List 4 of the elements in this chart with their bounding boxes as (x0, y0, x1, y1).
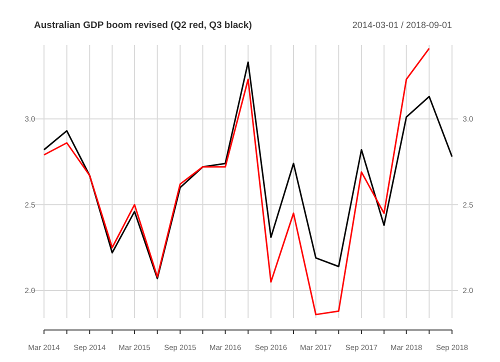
line-series (43, 48, 430, 316)
chart-subtitle: 2014-03-01 / 2018-09-01 (352, 20, 452, 30)
line-series (43, 61, 453, 280)
chart-title: Australian GDP boom revised (Q2 red, Q3 black) (34, 20, 252, 31)
